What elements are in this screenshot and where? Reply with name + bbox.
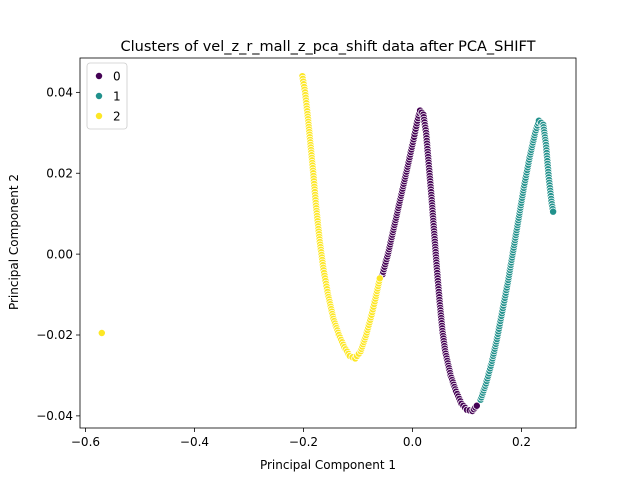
plot-frame: [79, 57, 577, 429]
legend-marker: [95, 72, 103, 80]
x-tick-label: −0.2: [289, 435, 318, 449]
y-axis-label: Principal Component 2: [7, 174, 21, 310]
y-tick-label: 0.00: [46, 247, 73, 261]
legend-box: [86, 62, 128, 130]
scatter-point: [97, 328, 106, 337]
x-axis-label: Principal Component 1: [260, 458, 396, 472]
series-0: [378, 106, 481, 415]
legend-marker: [95, 92, 103, 100]
x-tick-label: −0.6: [71, 435, 100, 449]
series-2: [97, 72, 384, 363]
legend-marker: [95, 112, 103, 120]
legend-label: 2: [113, 109, 121, 123]
scatter-point: [375, 274, 384, 283]
y-tick-label: 0.02: [46, 166, 73, 180]
y-tick-label: −0.04: [36, 409, 73, 423]
x-axis-ticks: −0.6 −0.4 −0.2 0.0 0.2: [71, 428, 531, 449]
x-tick-label: −0.4: [180, 435, 209, 449]
x-tick-label: 0.2: [512, 435, 531, 449]
scatter-points: [97, 72, 558, 415]
y-tick-label: −0.02: [36, 328, 73, 342]
scatter-point: [472, 401, 481, 410]
series-1: [476, 116, 558, 404]
chart-title: Clusters of vel_z_r_mall_z_pca_shift dat…: [120, 39, 535, 55]
legend: 0 1 2: [86, 62, 128, 130]
y-axis-ticks: −0.04 −0.02 0.00 0.02 0.04: [36, 86, 80, 423]
legend-label: 0: [113, 69, 121, 83]
scatter-point: [549, 207, 558, 216]
y-tick-label: 0.04: [46, 86, 73, 100]
x-tick-label: 0.0: [403, 435, 422, 449]
legend-label: 1: [113, 89, 121, 103]
